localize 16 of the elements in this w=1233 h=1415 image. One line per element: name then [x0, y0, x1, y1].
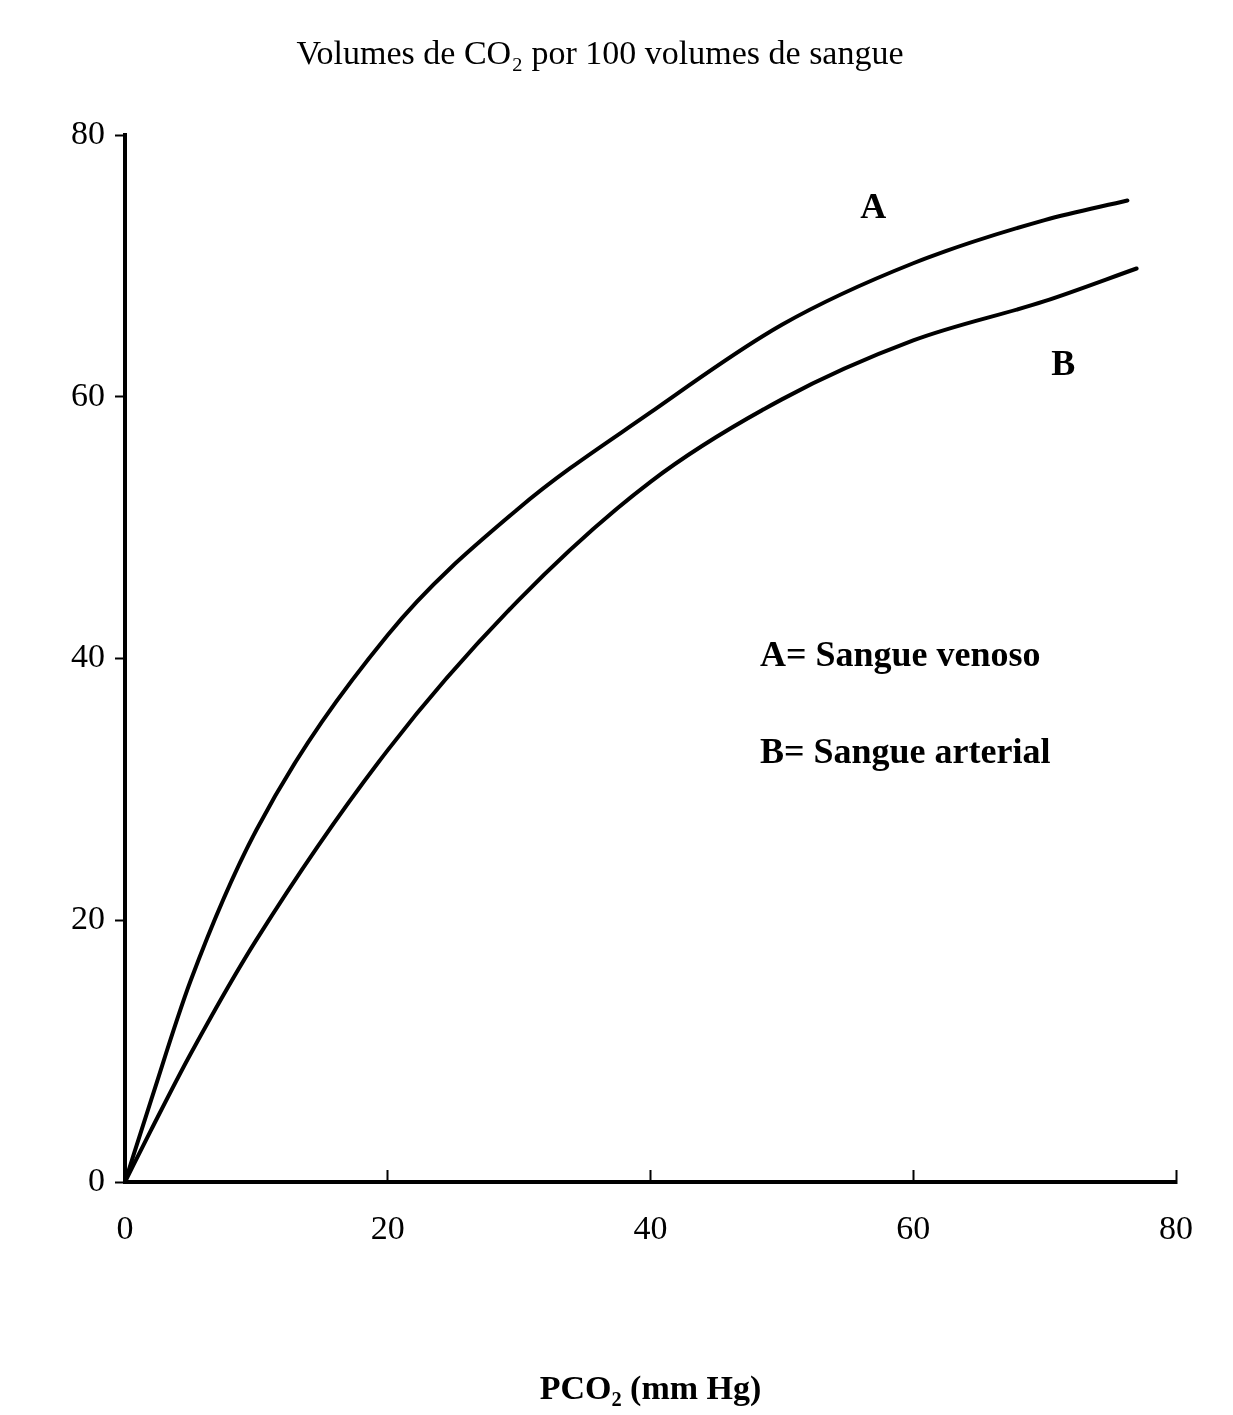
- x-axis-title: PCO₂ (mm Hg): [539, 1369, 762, 1408]
- x-tick-label: 20: [370, 1209, 405, 1247]
- y-tick-label: 40: [71, 637, 105, 675]
- x-tick-label: 60: [896, 1209, 931, 1247]
- annotation: A= Sangue venoso: [760, 634, 1041, 675]
- y-tick-label: 60: [71, 375, 105, 413]
- annotation: B= Sangue arterial: [760, 731, 1051, 772]
- y-tick-label: 80: [71, 113, 105, 151]
- y-tick-label: 20: [71, 899, 105, 937]
- x-tick-label: 80: [1159, 1209, 1193, 1247]
- series-label: B: [1051, 342, 1076, 383]
- chart-title: Volumes de CO₂ por 100 volumes de sangue: [296, 33, 904, 71]
- y-tick-label: 0: [88, 1160, 105, 1198]
- series-label: A: [860, 185, 887, 226]
- x-tick-label: 0: [116, 1209, 134, 1247]
- x-tick-label: 40: [633, 1209, 668, 1247]
